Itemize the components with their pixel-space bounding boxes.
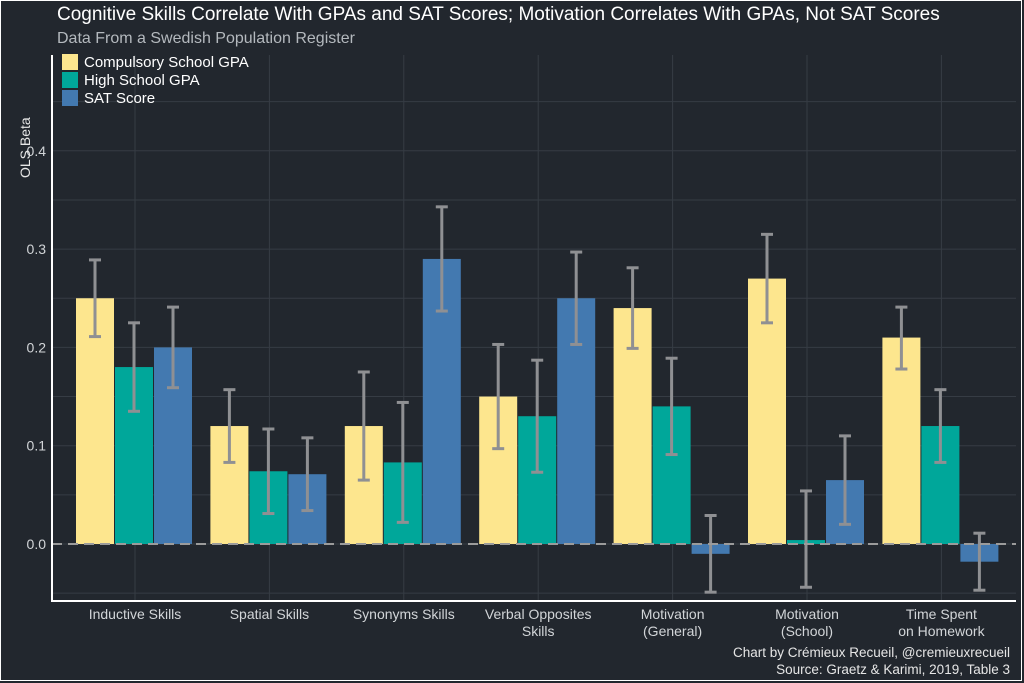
x-tick-label: Motivation (General) (641, 606, 705, 639)
x-tick-label: Motivation (School) (775, 606, 839, 639)
axis-layer: 0.0 0.1 0.2 0.3 0.4 Inductive Skills Spatial S… (27, 55, 1016, 639)
legend-label-high-school-gpa: High School GPA (84, 71, 200, 89)
legend-swatch-high-school-gpa (62, 72, 78, 88)
caption-author: Chart by Crémieux Recueil, @cremieuxrecu… (732, 645, 1010, 660)
y-tick-label: 0.4 (27, 143, 47, 159)
chart-title: Cognitive Skills Correlate With GPAs and… (57, 4, 940, 25)
bar (882, 337, 921, 544)
legend-label-compulsory-gpa: Compulsory School GPA (84, 53, 249, 71)
y-tick-label: 0.1 (27, 438, 47, 454)
y-tick-label: 0.3 (27, 241, 47, 257)
errorbars-layer (89, 205, 986, 594)
chart-subtitle: Data From a Swedish Population Register (57, 30, 355, 47)
legend-label-sat-score: SAT Score (84, 89, 156, 107)
x-tick-label: Spatial Skills (230, 606, 309, 622)
legend: Compulsory School GPA High School GPA SA… (62, 53, 249, 107)
legend-item-high-school-gpa: High School GPA (62, 71, 249, 89)
x-tick-label: Synonyms Skills (353, 606, 455, 622)
x-tick-label: Verbal Opposites Skills (485, 606, 592, 639)
legend-item-compulsory-gpa: Compulsory School GPA (62, 53, 249, 71)
legend-item-sat-score: SAT Score (62, 89, 249, 107)
caption-source: Source: Graetz & Karimi, 2019, Table 3 (776, 662, 1010, 677)
x-tick-label: Inductive Skills (89, 606, 182, 622)
y-axis-label: OLS Beta (17, 117, 33, 178)
legend-swatch-compulsory-gpa (62, 54, 78, 70)
x-tick-label: Time Spent on Homework (898, 606, 985, 639)
bar (76, 298, 114, 544)
legend-swatch-sat-score (62, 90, 78, 106)
y-tick-label: 0.2 (27, 339, 47, 355)
y-tick-label: 0.0 (27, 536, 47, 552)
